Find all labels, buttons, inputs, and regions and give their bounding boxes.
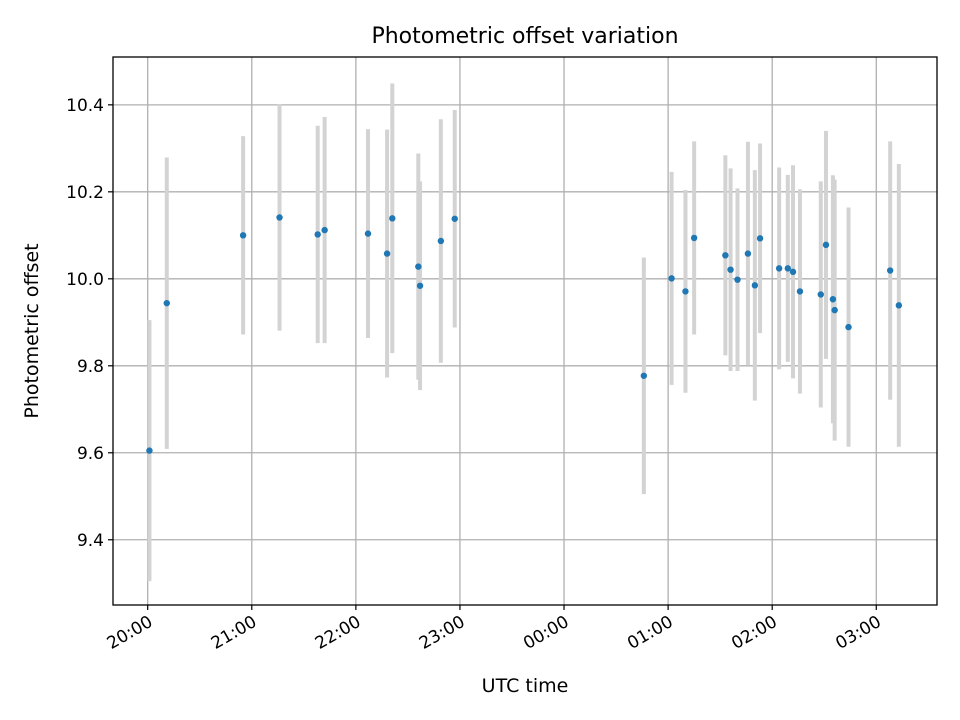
x-tick-label: 02:00 bbox=[728, 612, 780, 654]
data-point bbox=[744, 250, 752, 257]
data-point bbox=[690, 234, 698, 242]
data-points bbox=[146, 214, 903, 454]
data-point bbox=[734, 276, 741, 283]
y-tick-label: 10.4 bbox=[66, 96, 104, 116]
data-point bbox=[886, 267, 894, 274]
x-tick-label: 03:00 bbox=[832, 612, 884, 654]
data-point bbox=[276, 214, 283, 221]
plot-frame bbox=[112, 56, 938, 606]
y-tick-label: 9.6 bbox=[77, 444, 104, 464]
data-point bbox=[314, 231, 321, 238]
x-tick-label: 01:00 bbox=[624, 612, 676, 654]
x-tick-label: 22:00 bbox=[312, 612, 364, 654]
data-point bbox=[895, 302, 903, 309]
data-point bbox=[756, 235, 764, 242]
data-point bbox=[796, 288, 804, 295]
y-tick-label: 9.4 bbox=[77, 531, 104, 551]
x-tick-label: 21:00 bbox=[208, 612, 260, 654]
data-point bbox=[722, 252, 729, 259]
data-point bbox=[775, 265, 783, 272]
data-point bbox=[239, 232, 247, 239]
x-tick-label: 23:00 bbox=[416, 612, 468, 654]
data-point bbox=[383, 250, 391, 257]
data-point bbox=[845, 323, 852, 331]
data-point bbox=[817, 291, 824, 298]
y-axis-label: Photometric offset bbox=[21, 243, 43, 418]
data-point bbox=[146, 447, 153, 454]
data-point bbox=[831, 306, 838, 314]
data-point bbox=[682, 288, 689, 295]
y-tick-label: 10.2 bbox=[66, 183, 104, 203]
data-point bbox=[751, 282, 759, 289]
data-point bbox=[415, 263, 422, 270]
data-point bbox=[437, 237, 445, 245]
data-point bbox=[321, 226, 328, 234]
data-point bbox=[789, 268, 797, 276]
data-point bbox=[640, 372, 648, 379]
x-axis-label: UTC time bbox=[482, 675, 569, 697]
data-point bbox=[822, 241, 830, 249]
errorbars bbox=[147, 83, 901, 582]
data-point bbox=[364, 230, 372, 237]
x-tick-label: 20:00 bbox=[104, 612, 156, 654]
chart-title: Photometric offset variation bbox=[371, 24, 678, 49]
grid bbox=[113, 57, 937, 605]
data-point bbox=[668, 275, 675, 282]
data-point bbox=[784, 265, 792, 272]
data-point bbox=[451, 215, 458, 222]
y-tick-label: 9.8 bbox=[77, 357, 104, 377]
data-point bbox=[163, 299, 170, 307]
data-point bbox=[416, 282, 424, 289]
data-point bbox=[829, 296, 837, 303]
data-point bbox=[389, 215, 396, 222]
data-point bbox=[727, 266, 734, 273]
x-tick-label: 00:00 bbox=[520, 612, 572, 654]
y-tick-label: 10.0 bbox=[66, 270, 104, 290]
